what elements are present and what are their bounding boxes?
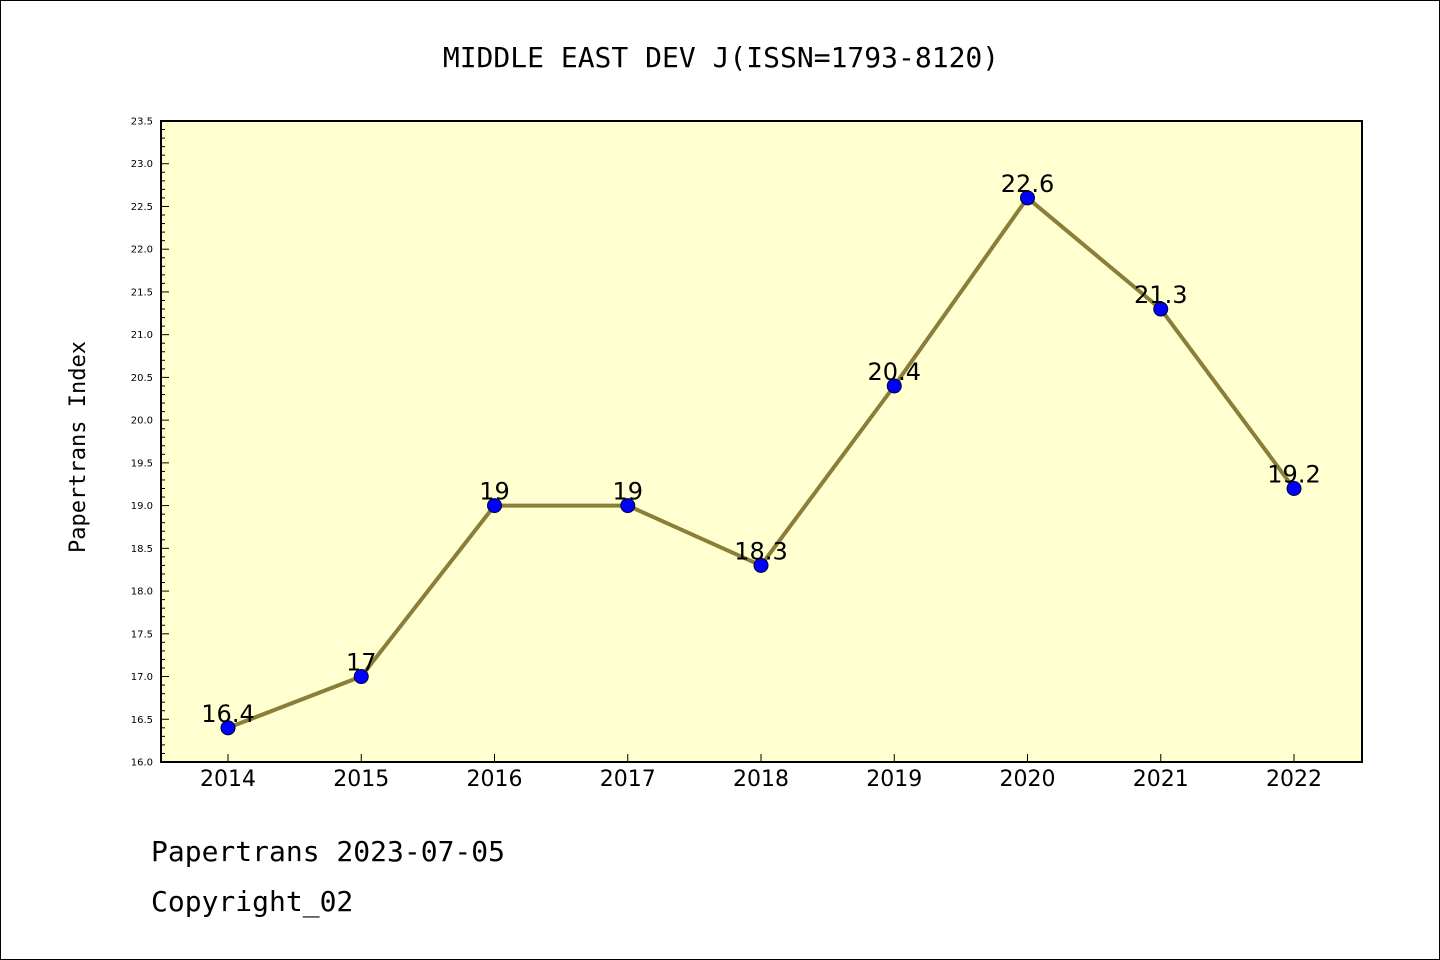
- x-tick-label: 2014: [200, 767, 256, 792]
- data-label: 20.4: [868, 358, 921, 386]
- y-tick-label: 22.5: [131, 202, 153, 213]
- y-tick-label: 23.5: [131, 117, 153, 128]
- data-point-marker: [1153, 301, 1169, 317]
- data-label: 22.6: [1001, 170, 1054, 198]
- data-point-marker: [753, 557, 769, 573]
- footer-copyright: Copyright_02: [151, 885, 354, 918]
- y-tick-label: 22.0: [131, 245, 153, 256]
- chart-title: MIDDLE EAST DEV J(ISSN=1793-8120): [443, 41, 999, 74]
- x-tick-label: 2017: [600, 767, 656, 792]
- data-label: 19: [479, 478, 510, 506]
- plot-area: [160, 120, 1363, 763]
- footer-date: Papertrans 2023-07-05: [151, 835, 506, 868]
- x-tick-label: 2019: [866, 767, 922, 792]
- y-tick-label: 17.0: [131, 672, 153, 683]
- x-tick-label: 2018: [733, 767, 789, 792]
- y-tick-label: 19.5: [131, 458, 153, 469]
- x-tick-label: 2022: [1266, 767, 1322, 792]
- y-tick-label: 16.0: [131, 758, 153, 769]
- y-tick-label: 20.5: [131, 373, 153, 384]
- data-point-marker: [220, 720, 236, 736]
- x-axis: 2014 2015 2016 2017 2018 2019 2020 2021 2022: [200, 754, 1322, 792]
- y-tick-label: 21.0: [131, 330, 153, 341]
- data-point-marker: [620, 498, 636, 514]
- y-tick-label: 18.0: [131, 587, 153, 598]
- x-tick-label: 2016: [467, 767, 523, 792]
- data-labels: 16.4 17 19 19 18.3 20.4 22.6 21.3 19.2: [201, 170, 1320, 728]
- data-points: [220, 190, 1302, 736]
- y-tick-label: 17.5: [131, 629, 153, 640]
- y-tick-label: 19.0: [131, 501, 153, 512]
- x-tick-label: 2020: [1000, 767, 1056, 792]
- y-tick-label: 20.0: [131, 416, 153, 427]
- data-point-marker: [1286, 481, 1302, 497]
- data-label: 21.3: [1134, 281, 1187, 309]
- data-label: 16.4: [201, 700, 254, 728]
- data-point-marker: [487, 498, 502, 514]
- data-label: 18.3: [734, 537, 787, 565]
- x-tick-label: 2015: [333, 767, 389, 792]
- x-tick-label: 2021: [1133, 767, 1189, 792]
- data-label: 19.2: [1267, 461, 1320, 489]
- y-axis: 16.0 16.5 17.0 17.5 18.0 18.5 19.0 19.5 20.0 20.5…: [131, 117, 169, 769]
- y-tick-label: 16.5: [131, 715, 153, 726]
- y-tick-label: 23.0: [131, 159, 153, 170]
- data-label: 17: [346, 649, 377, 677]
- data-point-marker: [886, 378, 902, 394]
- y-tick-label: 21.5: [131, 287, 153, 298]
- y-axis-label: Papertrans Index: [66, 341, 91, 553]
- data-label: 19: [612, 478, 643, 506]
- data-point-marker: [353, 669, 369, 685]
- data-point-marker: [1020, 190, 1035, 206]
- y-tick-label: 18.5: [131, 544, 153, 555]
